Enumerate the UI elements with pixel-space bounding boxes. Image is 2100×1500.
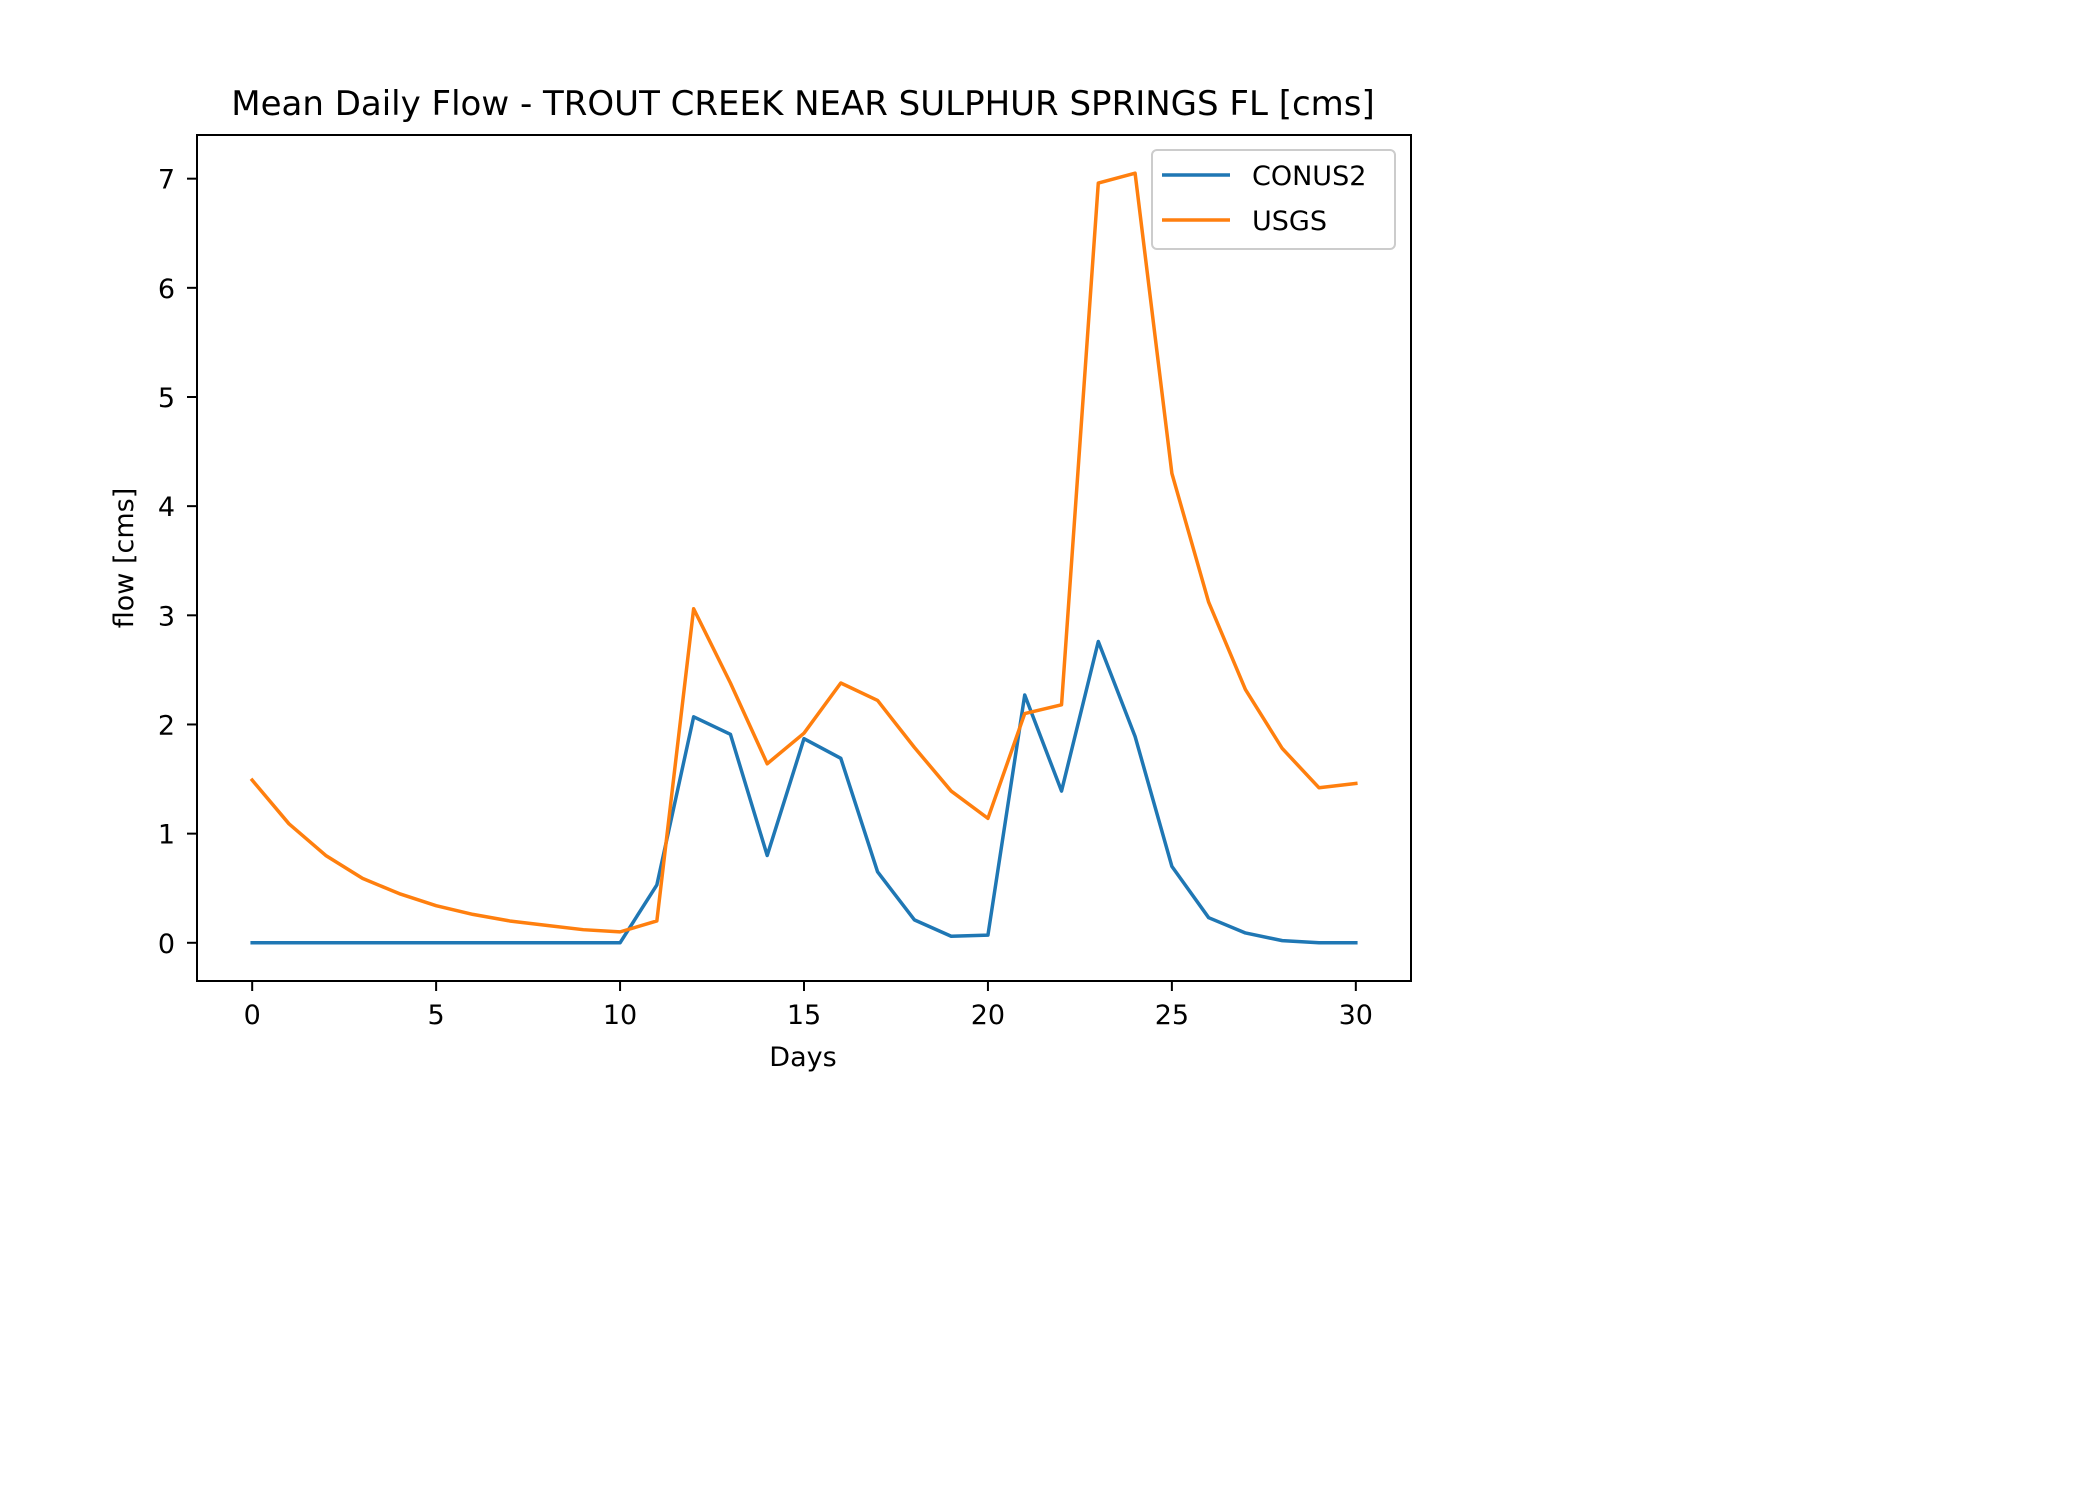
- y-tick-label: 5: [158, 383, 175, 414]
- series-line-usgs: [249, 171, 1358, 934]
- x-axis-ticks: 0 5 10 15 20 25 30: [244, 981, 1373, 1031]
- y-tick-label: 3: [158, 601, 175, 632]
- y-tick-label: 2: [158, 710, 175, 741]
- x-tick-label: 25: [1155, 1000, 1189, 1031]
- legend-label-usgs: USGS: [1252, 206, 1327, 237]
- y-tick-label: 1: [158, 820, 175, 851]
- x-tick-label: 30: [1339, 1000, 1373, 1031]
- x-axis-label: Days: [769, 1042, 836, 1073]
- x-tick-label: 20: [971, 1000, 1005, 1031]
- chart-title: Mean Daily Flow - TROUT CREEK NEAR SULPH…: [231, 84, 1375, 124]
- y-axis-ticks: 0 1 2 3 4 5 6 7: [158, 165, 197, 960]
- y-tick-label: 7: [158, 165, 175, 196]
- y-axis-label: flow [cms]: [109, 488, 140, 628]
- y-tick-label: 4: [158, 492, 175, 523]
- series-layer: [249, 171, 1358, 945]
- legend-items: CONUS2 USGS: [1162, 161, 1366, 237]
- series-line-conus2: [250, 639, 1358, 945]
- x-tick-label: 15: [787, 1000, 821, 1031]
- line-chart-figure: Mean Daily Flow - TROUT CREEK NEAR SULPH…: [109, 84, 1412, 1073]
- legend-label-conus2: CONUS2: [1252, 161, 1366, 192]
- y-tick-label: 6: [158, 274, 175, 305]
- x-tick-label: 5: [428, 1000, 445, 1031]
- x-tick-label: 10: [603, 1000, 637, 1031]
- y-tick-label: 0: [158, 929, 175, 960]
- x-tick-label: 0: [244, 1000, 261, 1031]
- legend: CONUS2 USGS: [1151, 149, 1396, 250]
